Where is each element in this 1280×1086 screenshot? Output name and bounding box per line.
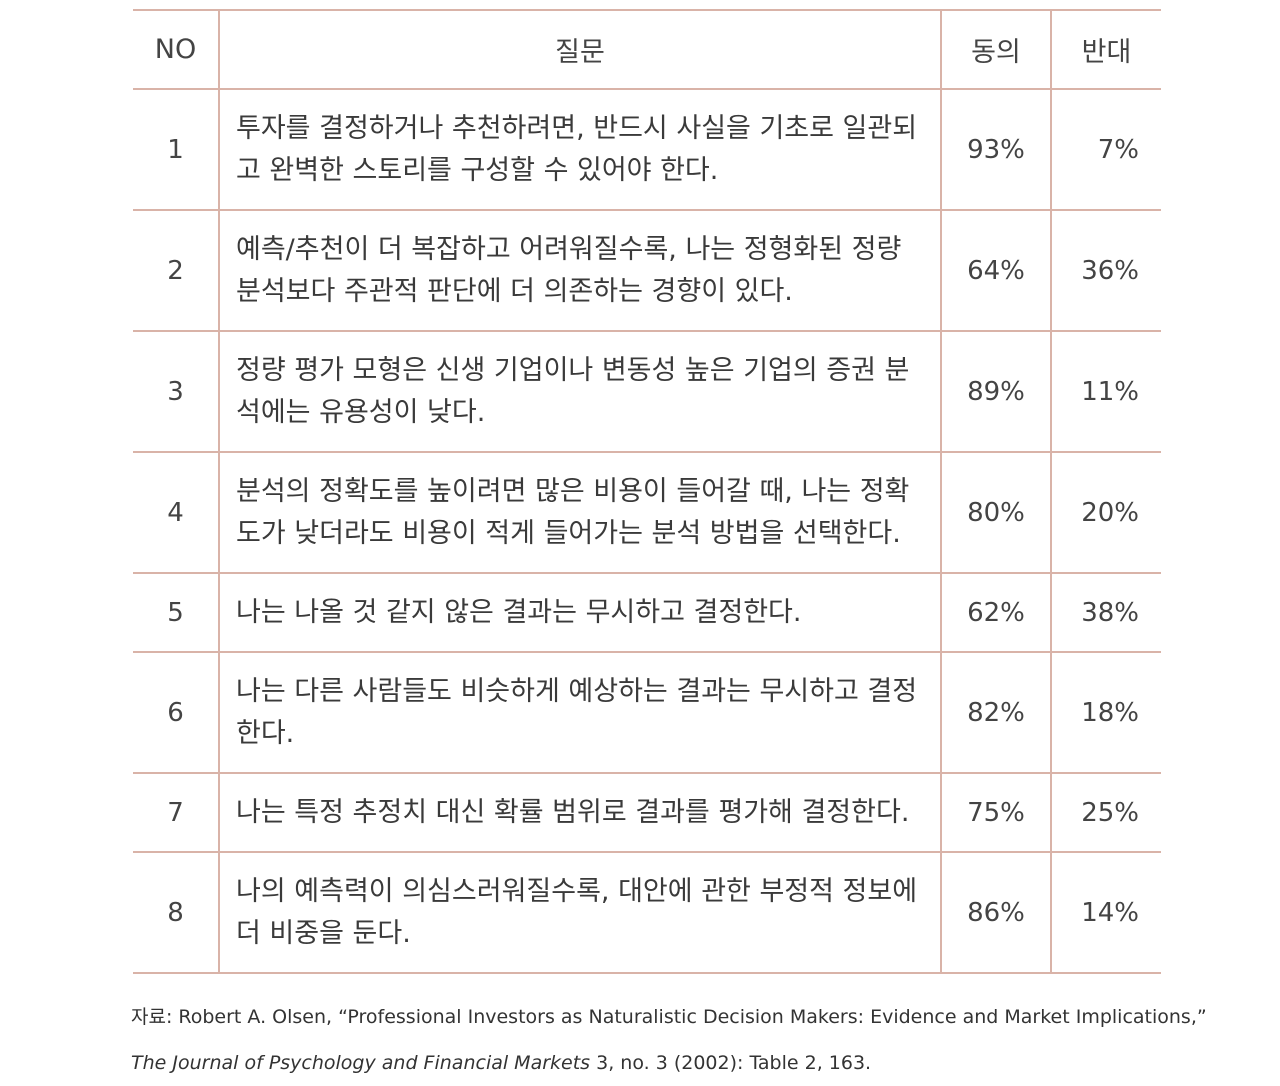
citation-details: 3, no. 3 (2002): Table 2, 163. xyxy=(590,1052,872,1074)
row-disagree-percent: 20% xyxy=(1051,452,1161,574)
row-question: 예측/추천이 더 복잡하고 어려워질수록, 나는 정형화된 정량 분석보다 주관… xyxy=(219,210,942,332)
source-line-2: The Journal of Psychology and Financial … xyxy=(131,1040,1231,1086)
row-question: 나는 특정 추정치 대신 확률 범위로 결과를 평가해 결정한다. xyxy=(219,773,942,853)
row-disagree-percent: 18% xyxy=(1051,652,1161,774)
row-agree-percent: 64% xyxy=(941,210,1052,332)
row-agree-percent: 75% xyxy=(941,773,1052,853)
row-agree-percent: 82% xyxy=(941,652,1052,774)
source-citation: 자료: Robert A. Olsen, “Professional Inves… xyxy=(131,994,1231,1086)
journal-title: The Journal of Psychology and Financial … xyxy=(131,1052,591,1074)
row-question: 투자를 결정하거나 추천하려면, 반드시 사실을 기초로 일관되고 완벽한 스토… xyxy=(219,89,942,211)
row-disagree-percent: 7% xyxy=(1051,89,1161,211)
row-question: 나는 나올 것 같지 않은 결과는 무시하고 결정한다. xyxy=(219,573,942,653)
row-question: 나는 다른 사람들도 비슷하게 예상하는 결과는 무시하고 결정한다. xyxy=(219,652,942,774)
row-disagree-percent: 25% xyxy=(1051,773,1161,853)
row-question: 정량 평가 모형은 신생 기업이나 변동성 높은 기업의 증권 분석에는 유용성… xyxy=(219,331,942,453)
row-number: 6 xyxy=(133,652,220,774)
row-disagree-percent: 11% xyxy=(1051,331,1161,453)
table-row: 4 분석의 정확도를 높이려면 많은 비용이 들어갈 때, 나는 정확도가 낮더… xyxy=(133,452,1161,574)
row-number: 3 xyxy=(133,331,220,453)
row-agree-percent: 80% xyxy=(941,452,1052,574)
row-disagree-percent: 14% xyxy=(1051,852,1161,974)
table-row: 3 정량 평가 모형은 신생 기업이나 변동성 높은 기업의 증권 분석에는 유… xyxy=(133,331,1161,453)
row-number: 1 xyxy=(133,89,220,211)
row-question: 나의 예측력이 의심스러워질수록, 대안에 관한 부정적 정보에 더 비중을 둔… xyxy=(219,852,942,974)
table-row: 2 예측/추천이 더 복잡하고 어려워질수록, 나는 정형화된 정량 분석보다 … xyxy=(133,210,1161,332)
row-number: 2 xyxy=(133,210,220,332)
table-header-row: NO 질문 동의 반대 xyxy=(133,9,1161,90)
header-agree: 동의 xyxy=(941,9,1052,90)
header-no: NO xyxy=(133,9,220,90)
row-disagree-percent: 38% xyxy=(1051,573,1161,653)
row-disagree-percent: 36% xyxy=(1051,210,1161,332)
survey-table-container: NO 질문 동의 반대 1 투자를 결정하거나 추천하려면, 반드시 사실을 기… xyxy=(133,9,1161,974)
row-agree-percent: 86% xyxy=(941,852,1052,974)
source-line-1: 자료: Robert A. Olsen, “Professional Inves… xyxy=(131,1006,1207,1028)
row-number: 4 xyxy=(133,452,220,574)
table-row: 1 투자를 결정하거나 추천하려면, 반드시 사실을 기초로 일관되고 완벽한 … xyxy=(133,89,1161,211)
survey-table: NO 질문 동의 반대 1 투자를 결정하거나 추천하려면, 반드시 사실을 기… xyxy=(133,9,1161,974)
row-agree-percent: 62% xyxy=(941,573,1052,653)
row-number: 8 xyxy=(133,852,220,974)
row-agree-percent: 93% xyxy=(941,89,1052,211)
table-row: 8 나의 예측력이 의심스러워질수록, 대안에 관한 부정적 정보에 더 비중을… xyxy=(133,852,1161,974)
row-number: 5 xyxy=(133,573,220,653)
header-disagree: 반대 xyxy=(1051,9,1161,90)
row-number: 7 xyxy=(133,773,220,853)
table-row: 6 나는 다른 사람들도 비슷하게 예상하는 결과는 무시하고 결정한다. 82… xyxy=(133,652,1161,774)
row-agree-percent: 89% xyxy=(941,331,1052,453)
header-question: 질문 xyxy=(219,9,942,90)
table-row: 5 나는 나올 것 같지 않은 결과는 무시하고 결정한다. 62% 38% xyxy=(133,573,1161,653)
table-row: 7 나는 특정 추정치 대신 확률 범위로 결과를 평가해 결정한다. 75% … xyxy=(133,773,1161,853)
row-question: 분석의 정확도를 높이려면 많은 비용이 들어갈 때, 나는 정확도가 낮더라도… xyxy=(219,452,942,574)
